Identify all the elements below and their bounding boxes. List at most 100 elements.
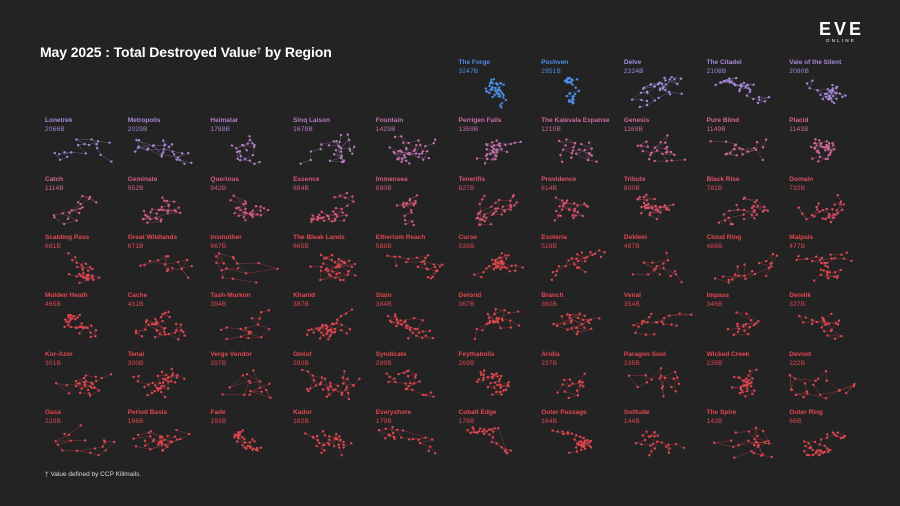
system-dot: [582, 319, 585, 322]
jump-line: [330, 382, 339, 386]
region-cell: Curse 539B: [459, 233, 539, 289]
jump-line: [147, 148, 162, 158]
system-dot: [329, 329, 332, 332]
jump-line: [98, 450, 106, 456]
jump-line: [157, 256, 166, 261]
title-dagger: †: [256, 46, 262, 55]
system-dot: [668, 78, 671, 81]
system-dot: [667, 90, 671, 94]
jump-line: [135, 330, 142, 337]
jump-line: [252, 206, 262, 214]
jump-line: [333, 210, 343, 213]
jump-line: [738, 275, 746, 280]
system-dot: [571, 214, 575, 217]
jump-line: [237, 151, 241, 160]
system-dot: [675, 82, 679, 86]
jump-line: [744, 197, 755, 203]
system-dot: [243, 210, 246, 214]
system-dot: [80, 322, 84, 326]
region-cell: The Bleak Lands 665B: [293, 233, 373, 289]
region-system-map: [798, 313, 843, 341]
system-dot: [304, 432, 307, 435]
jump-line: [423, 261, 434, 265]
system-dot: [341, 376, 345, 379]
system-dot: [503, 450, 506, 453]
jump-line: [584, 150, 589, 161]
system-dot: [389, 321, 393, 324]
jump-line: [56, 382, 70, 394]
jump-line: [75, 377, 85, 382]
jump-line: [473, 271, 484, 275]
system-dot: [301, 368, 304, 371]
region-value-unit: B: [800, 243, 806, 251]
jump-line: [743, 82, 754, 85]
system-dot: [248, 135, 252, 138]
region-name: Derelik: [789, 292, 811, 300]
region-value-number: 220: [45, 418, 57, 426]
system-dot: [346, 273, 350, 276]
jump-line: [669, 91, 682, 95]
jump-line: [164, 264, 173, 269]
system-dot: [813, 214, 816, 218]
system-dot: [418, 442, 422, 445]
system-dot: [485, 148, 488, 151]
system-dot: [603, 251, 607, 254]
system-dot: [334, 206, 338, 210]
system-dot: [232, 277, 235, 281]
jump-line: [814, 274, 822, 281]
region-cell: Pochven 2951B: [541, 58, 621, 114]
system-dot: [588, 322, 591, 325]
system-dot: [495, 139, 498, 143]
system-dot: [340, 161, 344, 164]
system-dot: [342, 218, 346, 222]
system-dot: [561, 430, 564, 433]
system-dot: [166, 434, 169, 438]
jump-line: [320, 277, 336, 281]
jump-line: [221, 270, 224, 278]
system-dot: [343, 369, 346, 373]
system-dot: [767, 442, 771, 445]
jump-line: [479, 223, 491, 225]
region-system-map: [385, 369, 435, 398]
system-dot: [814, 379, 818, 382]
system-dot: [480, 197, 483, 201]
system-dot: [583, 445, 586, 449]
jump-line: [728, 217, 733, 225]
system-dot: [383, 437, 387, 440]
jump-line: [157, 375, 160, 383]
jump-line: [755, 427, 758, 437]
system-dot: [422, 260, 425, 263]
system-dot: [232, 194, 236, 197]
system-dot: [819, 155, 822, 159]
region-cell: Feythabolis 269B: [459, 350, 539, 406]
system-dot: [322, 334, 325, 337]
system-dot: [748, 326, 751, 329]
jump-line: [400, 318, 414, 322]
system-dot: [577, 317, 580, 320]
system-dot: [841, 95, 844, 99]
region-value-number: 942: [210, 184, 222, 192]
system-dot: [495, 383, 499, 386]
system-dot: [346, 204, 349, 207]
jump-line: [497, 199, 499, 209]
system-dot: [189, 161, 193, 165]
jump-line: [394, 153, 403, 160]
system-dot: [433, 265, 437, 269]
system-dot: [331, 270, 334, 273]
system-dot: [69, 317, 73, 321]
system-dot: [465, 429, 469, 432]
system-dot: [492, 373, 496, 376]
system-dot: [161, 208, 164, 211]
system-dot: [320, 375, 324, 379]
region-name: Period Basis: [127, 409, 168, 417]
region-value-unit: B: [635, 418, 640, 426]
system-dot: [820, 268, 823, 272]
jump-line: [92, 383, 100, 391]
system-dot: [643, 439, 647, 442]
system-dot: [421, 319, 424, 322]
region-value-unit: B: [387, 243, 392, 251]
region-system-map: [299, 133, 356, 166]
jump-line: [230, 199, 245, 205]
region-system-map: [709, 138, 767, 162]
region-cell: Essence 884B: [293, 175, 373, 231]
